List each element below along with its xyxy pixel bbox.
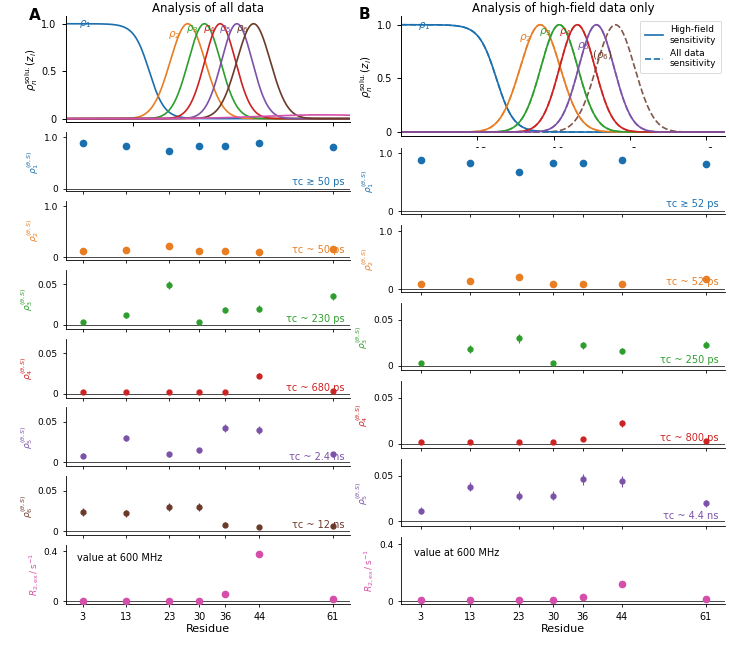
Title: Analysis of high-field data only: Analysis of high-field data only xyxy=(472,2,655,15)
Y-axis label: $\rho_4^{(\theta,S)}$: $\rho_4^{(\theta,S)}$ xyxy=(20,357,35,380)
Y-axis label: $\rho_3^{(\theta,S)}$: $\rho_3^{(\theta,S)}$ xyxy=(355,325,370,349)
Y-axis label: $\rho_6^{(\theta,S)}$: $\rho_6^{(\theta,S)}$ xyxy=(20,494,35,517)
Text: $\rho_1$: $\rho_1$ xyxy=(418,20,430,32)
Y-axis label: $\rho_5^{(\theta,S)}$: $\rho_5^{(\theta,S)}$ xyxy=(355,481,370,505)
Text: τc ≳ 50 ps: τc ≳ 50 ps xyxy=(292,176,344,187)
Text: value at 600 MHz: value at 600 MHz xyxy=(414,548,499,558)
Text: $\rho_5$: $\rho_5$ xyxy=(577,39,590,52)
Y-axis label: $R_{2,\rm ex}\,/\,\rm s^{-1}$: $R_{2,\rm ex}\,/\,\rm s^{-1}$ xyxy=(27,553,41,596)
X-axis label: $z_i = \log_{10}(\tau_i\,/\,\mathrm{s})$: $z_i = \log_{10}(\tau_i\,/\,\mathrm{s})$ xyxy=(169,145,246,159)
Text: τc ~ 52 ps: τc ~ 52 ps xyxy=(666,277,719,287)
Text: $(\rho_6)$: $(\rho_6)$ xyxy=(592,48,613,62)
Text: $\rho_4$: $\rho_4$ xyxy=(203,23,216,35)
Text: $\rho_3$: $\rho_3$ xyxy=(539,26,552,37)
X-axis label: $z_i = \log_{10}(\tau_i\,/\,\mathrm{s})$: $z_i = \log_{10}(\tau_i\,/\,\mathrm{s})$ xyxy=(524,159,602,172)
Text: $\rho_2$: $\rho_2$ xyxy=(168,29,181,41)
Text: $\rho_6$: $\rho_6$ xyxy=(236,23,249,35)
Y-axis label: $\rho_2^{(\theta,S)}$: $\rho_2^{(\theta,S)}$ xyxy=(26,219,41,242)
Y-axis label: $\rho_4^{(\theta,S)}$: $\rho_4^{(\theta,S)}$ xyxy=(355,403,370,426)
Y-axis label: $\rho_1^{(\theta,S)}$: $\rho_1^{(\theta,S)}$ xyxy=(361,169,376,193)
X-axis label: Residue: Residue xyxy=(541,625,585,634)
Text: τc ≳ 52 ps: τc ≳ 52 ps xyxy=(666,199,719,209)
Text: τc ~ 800 ps: τc ~ 800 ps xyxy=(660,433,719,443)
Y-axis label: $\rho_2^{(\theta,S)}$: $\rho_2^{(\theta,S)}$ xyxy=(361,247,376,271)
Text: $\rho_4$: $\rho_4$ xyxy=(558,26,572,37)
Y-axis label: $\rho_3^{(\theta,S)}$: $\rho_3^{(\theta,S)}$ xyxy=(20,287,35,311)
Title: Analysis of all data: Analysis of all data xyxy=(152,2,264,15)
Y-axis label: $\rho_n^{\rm solu.}(z_i)$: $\rho_n^{\rm solu.}(z_i)$ xyxy=(359,55,375,98)
Legend: High-field
sensitivity, All data
sensitivity: High-field sensitivity, All data sensiti… xyxy=(640,21,721,73)
Text: τc ~ 2.4 ns: τc ~ 2.4 ns xyxy=(289,452,344,462)
Y-axis label: $R_{2,\rm ex}\,/\,\rm s^{-1}$: $R_{2,\rm ex}\,/\,\rm s^{-1}$ xyxy=(362,549,376,592)
Text: value at 600 MHz: value at 600 MHz xyxy=(77,554,163,563)
Text: τc ~ 250 ps: τc ~ 250 ps xyxy=(660,355,719,365)
Text: $\rho_5$: $\rho_5$ xyxy=(219,23,232,35)
Y-axis label: $\rho_n^{\rm solu.}(z_i)$: $\rho_n^{\rm solu.}(z_i)$ xyxy=(23,48,40,90)
Text: τc ~ 230 ps: τc ~ 230 ps xyxy=(286,314,344,324)
Text: τc ~ 4.4 ns: τc ~ 4.4 ns xyxy=(663,511,719,521)
Text: A: A xyxy=(28,8,40,23)
Text: $\rho_1$: $\rho_1$ xyxy=(79,18,92,30)
Text: B: B xyxy=(359,6,370,21)
Text: τc ~ 12 ns: τc ~ 12 ns xyxy=(292,521,344,530)
Text: τc ~ 680 ps: τc ~ 680 ps xyxy=(286,383,344,393)
X-axis label: Residue: Residue xyxy=(186,625,230,634)
Text: $\rho_3$: $\rho_3$ xyxy=(186,23,198,35)
Y-axis label: $\rho_5^{(\theta,S)}$: $\rho_5^{(\theta,S)}$ xyxy=(20,425,35,449)
Text: τc ~ 50 ps: τc ~ 50 ps xyxy=(292,245,344,255)
Text: $\rho_2$: $\rho_2$ xyxy=(519,32,531,44)
Y-axis label: $\rho_1^{(\theta,S)}$: $\rho_1^{(\theta,S)}$ xyxy=(26,150,41,174)
